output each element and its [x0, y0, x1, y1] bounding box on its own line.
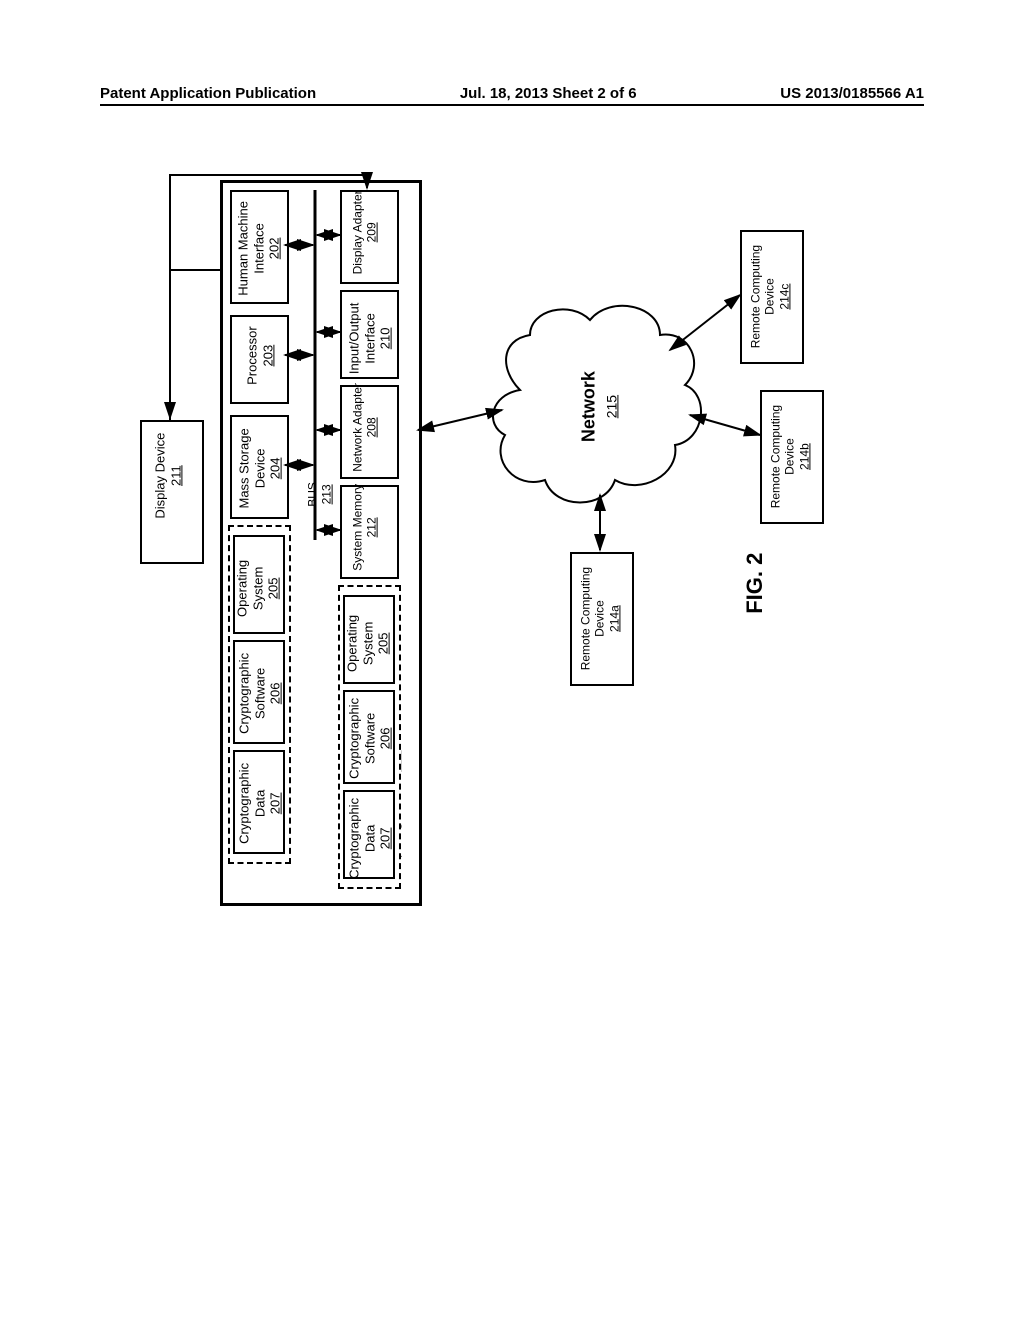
figure-2-diagram: Display Device 211 Computing Device 201 … [100, 170, 920, 1070]
remote-a-label: Remote ComputingDevice214a [578, 544, 621, 694]
processor-label: Processor203 [244, 306, 275, 406]
page-header: Patent Application Publication Jul. 18, … [100, 85, 924, 106]
left-crs-label: CryptographicSoftware206 [237, 633, 284, 753]
mass-storage-label: Mass StorageDevice204 [237, 408, 284, 528]
header-center: Jul. 18, 2013 Sheet 2 of 6 [460, 85, 637, 102]
left-crd-label: CryptographicData207 [237, 743, 284, 863]
remote-c-label: Remote ComputingDevice214c [748, 222, 791, 372]
left-os-label: OperatingSystem205 [235, 538, 282, 638]
right-crd-label: CryptographicData207 [347, 778, 394, 898]
header-left: Patent Application Publication [100, 85, 316, 102]
hmi-label: Human MachineInterface202 [236, 183, 283, 313]
network-label: Network215 [578, 352, 621, 462]
figure-label: FIG. 2 [742, 533, 768, 633]
display-adapter-label: Display Adapter209 [351, 162, 380, 302]
header-right: US 2013/0185566 A1 [780, 85, 924, 102]
system-memory-label: System Memory212 [351, 457, 380, 597]
display-device-label: Display Device 211 [152, 406, 183, 546]
bus-label: BUS213 [306, 469, 335, 519]
remote-b-label: Remote ComputingDevice214b [768, 382, 811, 532]
